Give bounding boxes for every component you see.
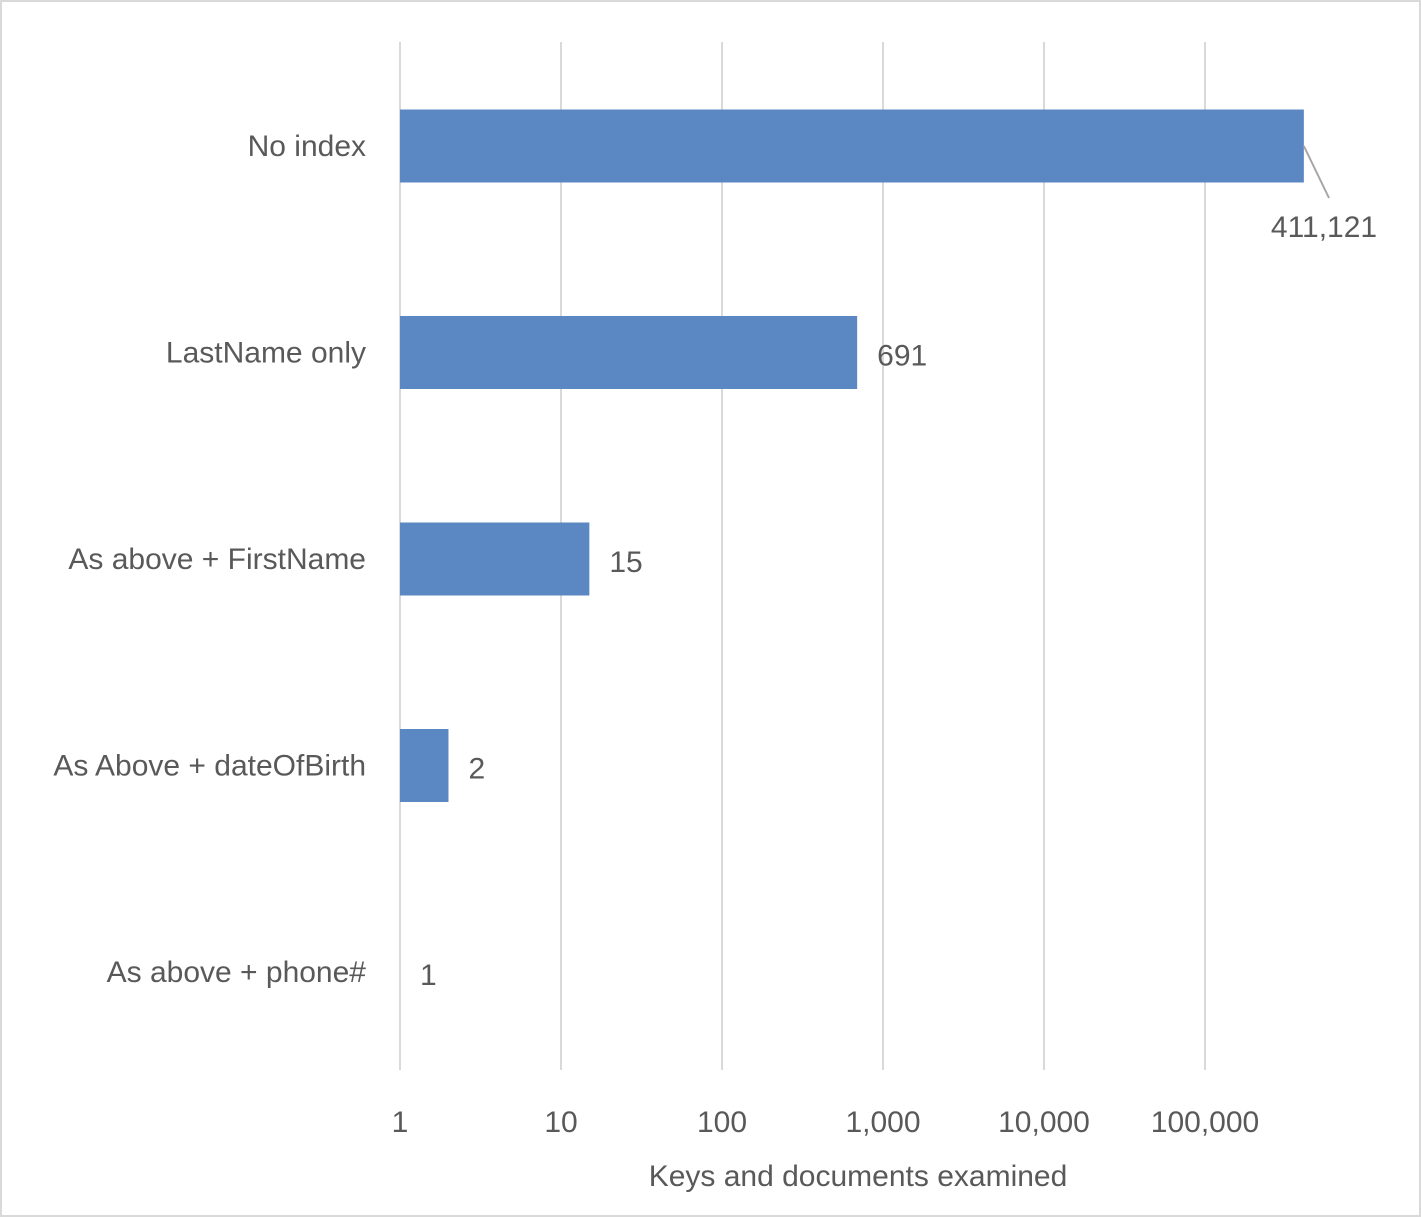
bar: [400, 316, 858, 389]
x-tick-label: 1: [392, 1106, 409, 1139]
x-axis-title: Keys and documents examined: [649, 1160, 1068, 1193]
bar: [400, 729, 449, 802]
category-label: As above + FirstName: [68, 543, 366, 576]
bar: [400, 522, 590, 596]
gridlines: [399, 42, 1206, 1070]
x-tick-label: 10: [544, 1106, 577, 1139]
category-label: As Above + dateOfBirth: [53, 750, 366, 783]
data-label: 2: [468, 753, 485, 786]
bar: [400, 109, 1304, 183]
x-tick-label: 1,000: [845, 1106, 920, 1139]
x-tick-label: 100: [697, 1106, 747, 1139]
x-tick-label: 100,000: [1151, 1106, 1259, 1139]
category-label: As above + phone#: [107, 956, 367, 989]
data-label-leader-line: [1302, 145, 1330, 199]
labels: 1 10 100 1,000 10,000 100,000 No index 411,121 L…: [53, 130, 1377, 1139]
data-label: 15: [609, 546, 642, 579]
bars: [400, 109, 1304, 802]
data-label: 1: [420, 959, 437, 992]
category-label: No index: [248, 130, 366, 163]
data-label: 691: [877, 340, 927, 373]
category-label: LastName only: [166, 337, 366, 370]
x-tick-label: 10,000: [998, 1106, 1090, 1139]
data-label: 411,121: [1271, 211, 1377, 244]
